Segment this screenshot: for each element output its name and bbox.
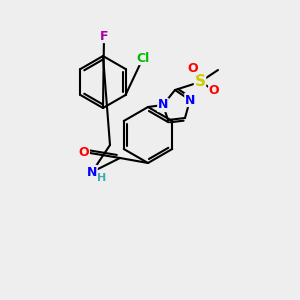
Text: N: N	[185, 94, 195, 106]
Text: N: N	[158, 98, 168, 112]
Text: O: O	[79, 146, 89, 158]
Text: O: O	[209, 83, 219, 97]
Text: Cl: Cl	[136, 52, 150, 64]
Text: H: H	[98, 173, 106, 183]
Text: F: F	[100, 29, 108, 43]
Text: S: S	[194, 74, 206, 89]
Text: N: N	[87, 166, 97, 178]
Text: O: O	[188, 61, 198, 74]
